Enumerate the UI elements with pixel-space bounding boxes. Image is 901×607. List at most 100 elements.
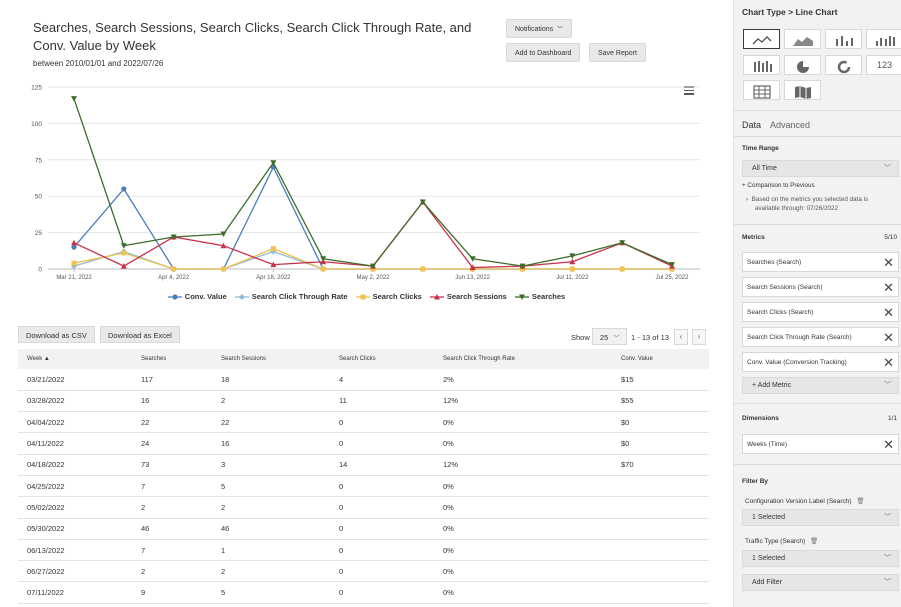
comparison-link[interactable]: + Comparison to Previous xyxy=(742,182,815,189)
data-point-search-sessions[interactable] xyxy=(120,263,127,269)
close-icon[interactable]: ✕ xyxy=(883,437,894,452)
legend-marker[interactable] xyxy=(360,294,366,300)
data-point-searches[interactable] xyxy=(71,96,77,102)
legend-marker[interactable] xyxy=(518,294,525,301)
table-cell: 7 xyxy=(132,539,212,562)
table-cell: 04/11/2022 xyxy=(18,432,132,455)
chart-gridlines xyxy=(48,86,700,270)
column-header[interactable]: Searches xyxy=(132,349,212,369)
remove-metric-icon[interactable]: ✕ xyxy=(883,355,894,370)
legend-item-search-clicks[interactable]: Search Clicks xyxy=(355,292,422,301)
column-header[interactable]: Week ▲ xyxy=(18,349,132,369)
data-point-search-clicks[interactable] xyxy=(569,266,575,272)
legend-item-conv-value[interactable]: Conv. Value xyxy=(167,292,227,301)
time-range-select[interactable]: All Time ﹀ xyxy=(742,160,899,177)
remove-metric-icon[interactable]: ✕ xyxy=(883,280,894,295)
data-point-search-clicks[interactable] xyxy=(270,246,276,252)
column-chart-button[interactable] xyxy=(866,29,901,49)
data-point-searches[interactable] xyxy=(469,256,476,262)
map-button[interactable] xyxy=(784,80,821,100)
metric-item: Search Clicks (Search) ✕ xyxy=(742,302,899,322)
line-chart-button[interactable] xyxy=(743,29,780,49)
filter-traffic-select[interactable]: 1 Selected ﹀ xyxy=(742,550,899,567)
download-excel-button[interactable]: Download as Excel xyxy=(100,326,180,343)
notifications-button[interactable]: Notifications ﹀ xyxy=(506,19,573,38)
add-to-dashboard-button[interactable]: Add to Dashboard xyxy=(506,43,581,62)
data-point-search-sessions[interactable] xyxy=(569,258,576,265)
data-point-search-clicks[interactable] xyxy=(420,266,426,272)
remove-metric-icon[interactable]: ✕ xyxy=(883,305,894,320)
data-point-search-clicks[interactable] xyxy=(221,266,226,272)
column-header[interactable]: Conv. Value xyxy=(612,349,709,369)
donut-chart-button[interactable] xyxy=(825,55,862,75)
download-csv-button[interactable]: Download as CSV xyxy=(18,326,95,343)
data-point-searches[interactable] xyxy=(569,253,576,259)
data-point-searches[interactable] xyxy=(619,240,626,246)
pie-chart-button[interactable] xyxy=(784,55,821,75)
data-point-search-clicks[interactable] xyxy=(320,266,326,272)
data-point-search-sessions[interactable] xyxy=(220,242,227,249)
data-point-search-clicks[interactable] xyxy=(171,266,177,272)
table-cell: 24 xyxy=(132,432,212,455)
data-point-searches[interactable] xyxy=(220,231,227,238)
data-point-conv-value[interactable] xyxy=(121,186,127,192)
next-page-button[interactable]: › xyxy=(692,329,706,345)
legend-item-search-click-through-rate[interactable]: Search Click Through Rate xyxy=(234,292,348,301)
data-point-searches[interactable] xyxy=(370,263,376,270)
data-point-searches[interactable] xyxy=(519,263,526,270)
legend-label: Search Clicks xyxy=(372,292,422,301)
column-header[interactable]: Search Sessions xyxy=(212,349,330,369)
table-cell: $55 xyxy=(612,390,709,413)
legend-marker[interactable] xyxy=(238,294,245,301)
number-button[interactable]: 123 xyxy=(866,55,901,75)
save-report-button[interactable]: Save Report xyxy=(589,43,646,62)
data-point-searches[interactable] xyxy=(170,234,177,240)
x-tick-label: Jun 13, 2022 xyxy=(455,275,490,281)
chevron-down-icon: ﹀ xyxy=(884,579,891,586)
data-point-searches[interactable] xyxy=(669,262,675,268)
data-point-search-clicks[interactable] xyxy=(71,260,77,266)
data-point-conv-value[interactable] xyxy=(71,244,77,250)
legend-item-search-sessions[interactable]: Search Sessions xyxy=(429,292,507,301)
filter-label: Configuration Version Label (Search) 🗑 xyxy=(745,497,865,505)
data-point-search-clicks[interactable] xyxy=(121,250,127,256)
data-point-searches[interactable] xyxy=(120,243,127,249)
data-point-search-sessions[interactable] xyxy=(71,239,77,246)
page-size-select[interactable]: 25 ﹀ xyxy=(592,328,627,345)
data-point-searches[interactable] xyxy=(270,160,277,166)
data-point-search-sessions[interactable] xyxy=(469,264,476,271)
notifications-label: Notifications xyxy=(515,26,554,33)
legend-item-searches[interactable]: Searches xyxy=(514,292,565,301)
table-row: 03/21/2022 117 18 4 2% $15 xyxy=(18,369,709,391)
data-table: Week ▲ Searches Search Sessions Search Clic… xyxy=(18,349,709,604)
trash-icon[interactable]: 🗑 xyxy=(810,538,819,545)
data-point-search-sessions[interactable] xyxy=(270,261,277,268)
data-point-searches[interactable] xyxy=(320,256,327,262)
data-point-searches[interactable] xyxy=(419,199,426,206)
area-chart-button[interactable] xyxy=(784,29,821,49)
table-button[interactable] xyxy=(743,80,780,100)
stacked-bar-button[interactable] xyxy=(743,55,780,75)
add-metric-select[interactable]: + Add Metric ﹀ xyxy=(742,377,899,394)
table-row: 04/18/2022 73 3 14 12% $70 xyxy=(18,454,709,476)
prev-page-button[interactable]: ‹ xyxy=(674,329,688,345)
bar-chart-button[interactable] xyxy=(825,29,862,49)
table-cell: $0 xyxy=(612,411,709,434)
column-header[interactable]: Search Clicks xyxy=(330,349,434,369)
data-point-search-clicks[interactable] xyxy=(619,266,625,272)
data-point-search-clicks[interactable] xyxy=(669,266,675,272)
add-filter-select[interactable]: Add Filter ﹀ xyxy=(742,574,899,591)
table-cell: 16 xyxy=(132,390,212,413)
filter-config-select[interactable]: 1 Selected ﹀ xyxy=(742,509,899,526)
series-line-search-sessions xyxy=(73,200,673,269)
x-tick-label: Apr 18, 2022 xyxy=(256,275,291,281)
table-cell: 14 xyxy=(330,454,434,476)
trash-icon[interactable]: 🗑 xyxy=(856,498,865,505)
column-header[interactable]: Search Click Through Rate xyxy=(434,349,612,369)
remove-metric-icon[interactable]: ✕ xyxy=(883,330,894,345)
tab-advanced[interactable]: Advanced xyxy=(770,120,811,130)
tab-data[interactable]: Data xyxy=(742,120,762,130)
remove-metric-icon[interactable]: ✕ xyxy=(883,255,894,270)
legend-marker[interactable] xyxy=(433,294,440,300)
legend-marker[interactable] xyxy=(172,294,178,300)
